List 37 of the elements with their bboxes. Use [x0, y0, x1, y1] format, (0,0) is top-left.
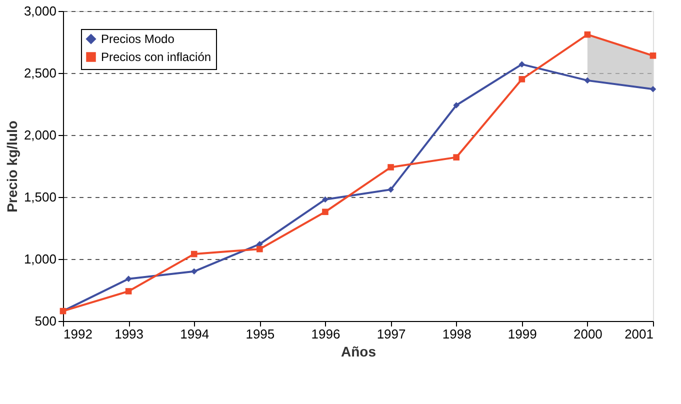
x-tick-label: 1999: [508, 326, 537, 342]
point: [650, 86, 656, 92]
legend-label: Precios Modo: [101, 32, 175, 46]
point: [388, 164, 394, 170]
point: [584, 31, 591, 38]
y-tick-label: 2,500: [24, 66, 56, 80]
point: [322, 196, 328, 203]
point: [190, 250, 198, 258]
x-tick-label: 1995: [246, 326, 275, 342]
point: [584, 77, 591, 84]
point: [453, 154, 460, 160]
y-tick-label: 1,000: [24, 252, 56, 266]
x-axis-title: Años: [341, 344, 376, 360]
y-tick-label: 2,000: [24, 128, 56, 142]
point: [125, 276, 132, 282]
x-tick-label: 1997: [376, 326, 406, 342]
point: [518, 76, 526, 82]
x-tick-label: 1998: [442, 326, 472, 342]
point: [322, 208, 328, 216]
y-tick-label: 3,000: [24, 4, 56, 18]
y-tick-label: 1,500: [24, 190, 56, 204]
x-tick-label: 1996: [311, 326, 340, 342]
point: [125, 288, 132, 294]
point: [650, 52, 656, 59]
x-tick-label: 1994: [180, 326, 210, 342]
point: [256, 246, 263, 252]
x-tick-label: 2000: [573, 326, 602, 342]
x-tick-label: 1992: [64, 326, 92, 342]
point: [518, 61, 526, 68]
x-tick-label: 1993: [114, 326, 144, 342]
x-tick-label: 2001: [624, 326, 654, 342]
point: [453, 102, 460, 108]
point: [388, 186, 394, 193]
y-axis-title: Precio kg/lulo: [4, 120, 20, 212]
legend-label: Precios con inflación: [101, 50, 212, 64]
y-tick-label: 500: [34, 314, 56, 328]
point: [190, 268, 198, 275]
